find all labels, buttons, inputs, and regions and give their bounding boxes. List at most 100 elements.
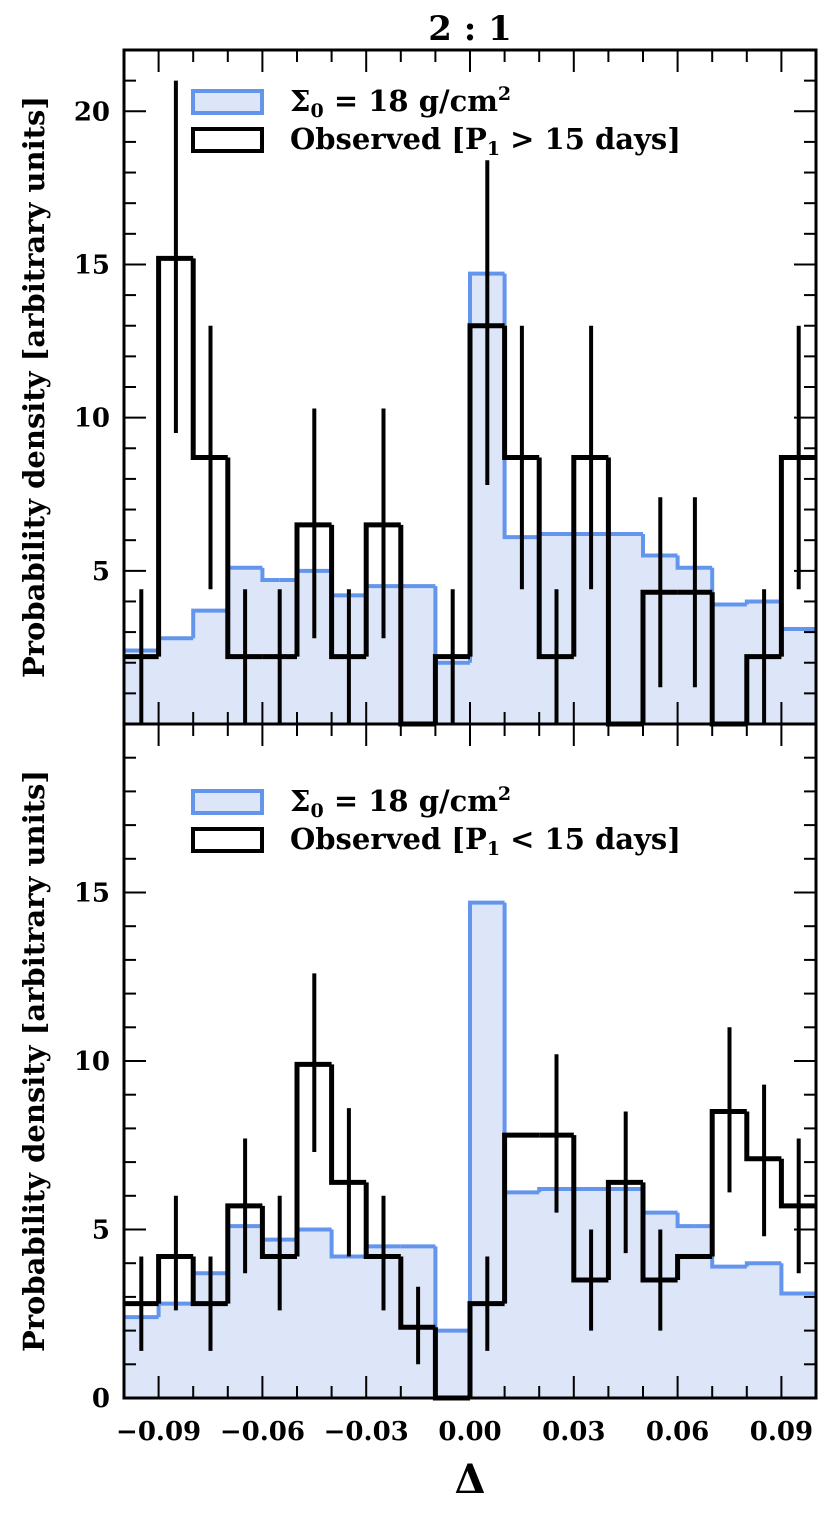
- top-legend-observed-rest: > 15 days]: [500, 122, 681, 156]
- bottom-ytick-label: 15: [74, 879, 110, 909]
- top-observed-bin: [432, 654, 470, 724]
- top-model-bin: [675, 555, 695, 570]
- bottom-observed-bin: [709, 1109, 747, 1257]
- bottom-observed-bin: [156, 1253, 194, 1304]
- top-legend-model-rest: = 18 g/cm: [324, 84, 498, 118]
- top-legend-model-sup: 2: [498, 83, 511, 105]
- x-axis-label: Δ: [454, 1456, 485, 1503]
- bottom-observed-bin: [675, 1253, 713, 1281]
- top-legend-model-label: Σ0 = 18 g/cm2: [290, 83, 511, 122]
- xtick-label: −0.09: [116, 1417, 201, 1447]
- bottom-model-bin: [779, 1263, 816, 1296]
- bottom-legend-model-sub: 0: [311, 800, 324, 822]
- bottom-observed-bin: [778, 1158, 816, 1209]
- bottom-observed-bin: [398, 1256, 436, 1330]
- bottom-legend-observed-label: Observed [P1 < 15 days]: [290, 822, 681, 860]
- bottom-observed-bin: [363, 1182, 401, 1259]
- top-observed-bin: [536, 457, 574, 660]
- top-ytick-label: 20: [74, 97, 110, 127]
- top-ytick-label: 15: [74, 250, 110, 280]
- top-model-bin: [329, 570, 349, 598]
- bottom-observed-bin: [502, 1132, 540, 1304]
- top-observed-bin: [329, 524, 367, 660]
- top-model-bin: [779, 601, 816, 632]
- bottom-legend-model-rest: = 18 g/cm: [324, 784, 498, 818]
- top-observed-bin: [744, 654, 782, 724]
- top-ylabel: Probability density [arbitrary units]: [17, 96, 51, 678]
- bottom-legend-model-label: Σ0 = 18 g/cm2: [290, 783, 511, 822]
- bottom-model-bin: [675, 1212, 695, 1229]
- bottom-legend: Σ0 = 18 g/cm2 Observed [P1 < 15 days]: [191, 783, 681, 860]
- top-observed-bin: [467, 323, 505, 657]
- bottom-legend-observed-rest: < 15 days]: [500, 822, 681, 856]
- top-observed-histogram: [124, 255, 816, 727]
- bottom-legend-observed-main: Observed [P: [290, 822, 487, 856]
- bottom-observed-bin: [640, 1182, 678, 1283]
- top-observed-bin: [778, 454, 816, 657]
- bottom-ytick-label: 0: [92, 1384, 110, 1414]
- bottom-model-bin: [710, 1226, 747, 1269]
- top-model-bin: [710, 567, 747, 607]
- bottom-model-bin: [641, 1189, 678, 1215]
- figure-title: 2 : 1: [428, 9, 512, 49]
- bottom-observed-bin: [744, 1111, 782, 1162]
- bottom-plot-frame: [122, 722, 818, 1400]
- bottom-observed-bin: [605, 1179, 643, 1281]
- bottom-observed-bin: [467, 1301, 505, 1398]
- bottom-observed-bin: [225, 1203, 263, 1304]
- bottom-observed-bin: [190, 1256, 228, 1307]
- xtick-label: −0.03: [324, 1417, 409, 1447]
- bottom-model-bin: [537, 1187, 609, 1193]
- top-model-bin: [744, 599, 782, 605]
- bottom-observed-bin: [571, 1135, 609, 1283]
- bottom-ylabel: Probability density [arbitrary units]: [17, 770, 51, 1352]
- bottom-observed-bin: [329, 1064, 367, 1185]
- top-observed-bin: [640, 589, 678, 724]
- xtick-label: 0.06: [646, 1417, 709, 1447]
- top-observed-errorbars: [139, 80, 801, 724]
- bottom-model-bin: [329, 1229, 349, 1259]
- top-legend: Σ0 = 18 g/cm2 Observed [P1 > 15 days]: [191, 83, 681, 160]
- bottom-observed-bin: [259, 1205, 297, 1259]
- top-legend-model-sigma: Σ: [290, 84, 311, 118]
- bottom-model-bin: [260, 1226, 280, 1242]
- top-model-bin: [641, 534, 678, 558]
- bottom-model-bin: [744, 1261, 782, 1267]
- top-observed-bin: [294, 522, 332, 657]
- bottom-model-bin: [433, 1246, 470, 1333]
- top-legend-observed-label: Observed [P1 > 15 days]: [290, 122, 681, 160]
- xtick-label: −0.06: [220, 1417, 305, 1447]
- bottom-ytick-label: 10: [74, 1047, 110, 1077]
- bottom-legend-observed-sub: 1: [487, 838, 500, 860]
- top-observed-bin: [156, 255, 194, 657]
- top-ytick-label: 5: [92, 557, 110, 587]
- top-legend-observed-swatch: [191, 127, 264, 153]
- top-legend-observed-main: Observed [P: [290, 122, 487, 156]
- bottom-legend-observed-swatch: [191, 827, 264, 853]
- top-observed-bin: [363, 522, 401, 657]
- bottom-legend-model-sigma: Σ: [290, 784, 311, 818]
- top-legend-model-swatch: [191, 89, 264, 115]
- bottom-legend-model-sup: 2: [498, 783, 511, 805]
- top-observed-bin: [225, 457, 263, 660]
- top-observed-bin: [502, 325, 540, 460]
- top-legend-model-sub: 0: [311, 100, 324, 122]
- xtick-label: 0.09: [750, 1417, 813, 1447]
- top-ytick-label: 10: [74, 404, 110, 434]
- top-model-bin: [260, 567, 280, 583]
- bottom-ytick-label: 5: [92, 1216, 110, 1246]
- top-legend-observed-sub: 1: [487, 138, 500, 160]
- bottom-model-bin: [468, 900, 505, 1331]
- bottom-model-bin: [502, 902, 540, 1195]
- xtick-label: 0.00: [438, 1417, 501, 1447]
- top-observed-bin: [190, 258, 228, 460]
- top-observed-bin: [571, 454, 609, 657]
- bottom-observed-errorbars: [139, 973, 801, 1365]
- top-model-bin: [191, 608, 228, 639]
- bottom-legend-model-swatch: [191, 789, 264, 815]
- xtick-label: 0.03: [542, 1417, 605, 1447]
